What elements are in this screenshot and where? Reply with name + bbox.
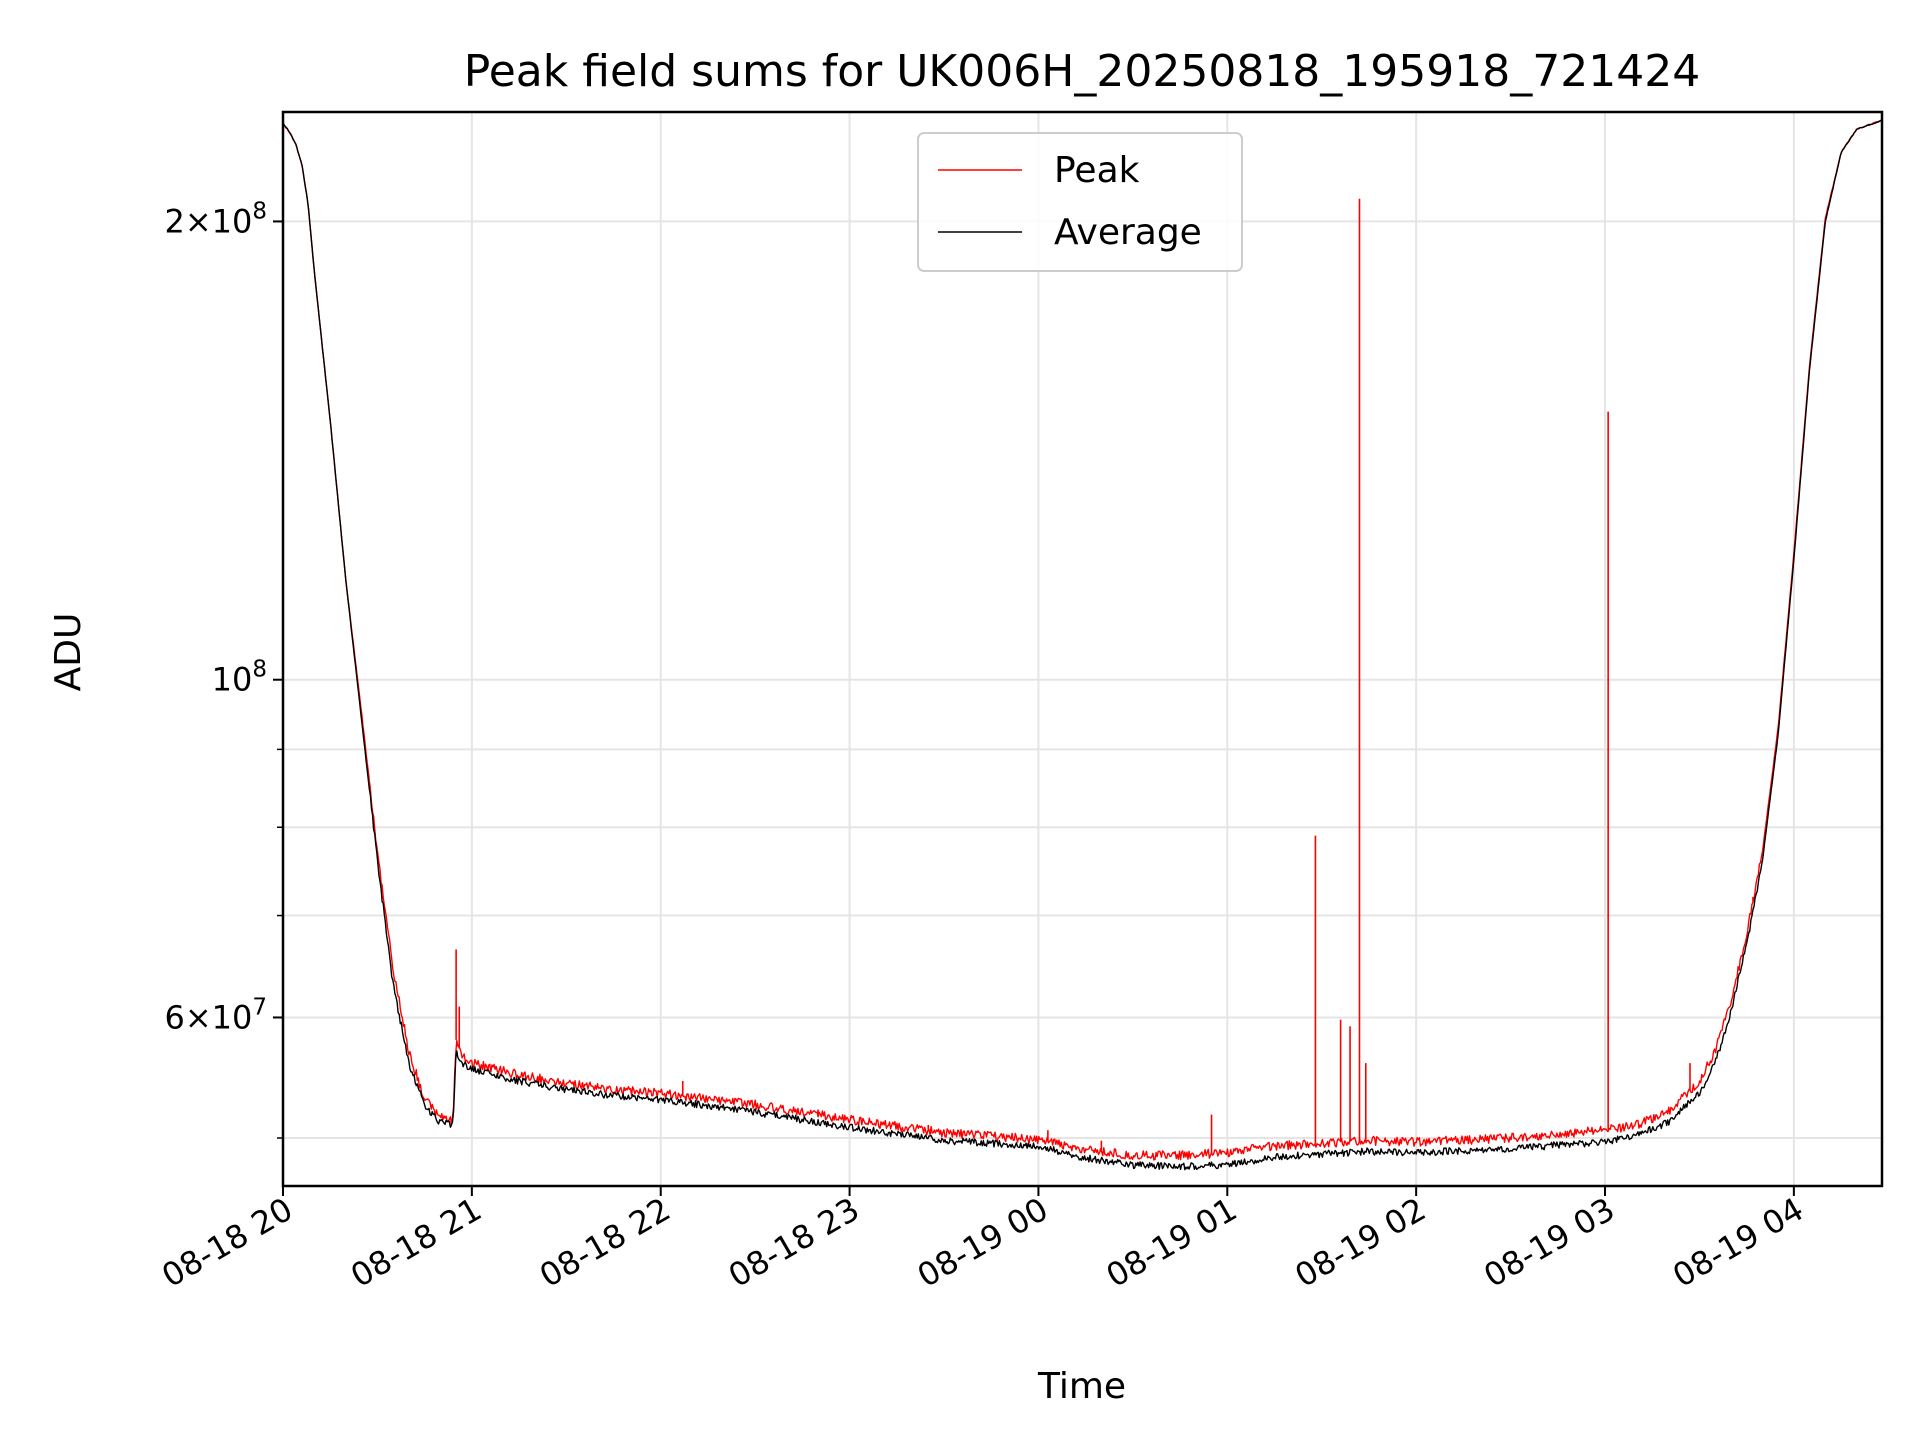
chart-title: Peak field sums for UK006H_20250818_1959…	[464, 46, 1700, 97]
y-tick-label: 108	[212, 657, 267, 699]
plot-frame	[281, 110, 1884, 1188]
legend-label-average: Average	[1054, 212, 1202, 253]
legend-label-peak: Peak	[1054, 150, 1140, 191]
y-axis-label: ADU	[48, 613, 89, 692]
series-line-average	[282, 119, 1883, 1171]
x-axis-label: Time	[1037, 1366, 1126, 1407]
series-line-peak	[282, 120, 1883, 1161]
legend: Peak Average	[917, 132, 1243, 272]
legend-box	[917, 132, 1243, 272]
y-tick-label: 6×107	[164, 994, 267, 1036]
y-tick-label: 2×108	[164, 198, 267, 240]
series-layer	[282, 119, 1883, 1171]
